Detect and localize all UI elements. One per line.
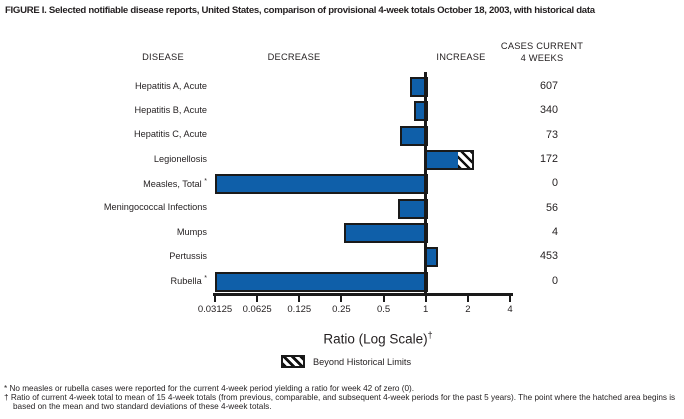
- footnote-asterisk: * No measles or rubella cases were repor…: [4, 384, 682, 394]
- footnote-text: No measles or rubella cases were reporte…: [9, 384, 415, 393]
- footnote-marker: *: [4, 384, 8, 393]
- tick-label: 1: [423, 304, 429, 315]
- disease-label: Mumps: [176, 226, 207, 237]
- tick-label: 0.0625: [242, 304, 272, 315]
- ratio-bar: [215, 174, 428, 195]
- tick-label: 0.125: [287, 304, 312, 315]
- disease-label: Legionellosis: [153, 153, 207, 164]
- ratio-bar: [215, 271, 428, 292]
- legend-label: Beyond Historical Limits: [313, 356, 412, 367]
- ratio-bar: [343, 223, 428, 244]
- tick-label: 0.03125: [197, 304, 233, 315]
- beyond-limits-hatch: [457, 152, 472, 169]
- dagger-footnote-marker: †: [427, 330, 433, 340]
- tick-label: 4: [507, 304, 513, 315]
- x-axis: [213, 293, 513, 296]
- axis-tick: [509, 296, 511, 302]
- axis-tick: [256, 296, 259, 302]
- axis-tick: [424, 296, 427, 302]
- tick-label: 2: [465, 304, 471, 315]
- cases-count: 172: [539, 153, 558, 166]
- cases-count: 4: [551, 226, 558, 239]
- disease-label: Meningococcal Infections: [103, 202, 207, 213]
- footnote-text: Ratio of current 4-week total to mean of…: [10, 392, 676, 411]
- footnote-marker: †: [4, 392, 9, 402]
- legend: Beyond Historical Limits: [281, 355, 411, 368]
- footnote-dagger: † Ratio of current 4-week total to mean …: [4, 392, 682, 412]
- footnotes: * No measles or rubella cases were repor…: [4, 384, 682, 412]
- disease-label: Hepatitis B, Acute: [134, 104, 207, 115]
- cases-count: 0: [551, 177, 558, 190]
- cases-count: 453: [539, 250, 558, 263]
- asterisk-footnote-marker: *: [204, 177, 207, 185]
- disease-label: Pertussis: [169, 250, 207, 261]
- disease-label: Hepatitis A, Acute: [134, 80, 207, 91]
- column-header-cases: CASES CURRENT 4 WEEKS: [501, 40, 583, 64]
- cases-count: 73: [545, 128, 558, 141]
- asterisk-footnote-marker: *: [204, 275, 207, 283]
- column-header-disease: DISEASE: [142, 52, 184, 62]
- axis-tick: [382, 296, 385, 302]
- cases-count: 56: [545, 201, 558, 214]
- column-header-cases-line1: CASES CURRENT: [500, 41, 584, 51]
- cases-count: 0: [551, 274, 558, 287]
- axis-tick: [214, 296, 216, 302]
- axis-tick: [298, 296, 301, 302]
- disease-label: Rubella *: [170, 275, 207, 287]
- disease-label: Hepatitis C, Acute: [133, 129, 207, 140]
- hatch-swatch-icon: [281, 355, 305, 368]
- figure-title: FIGURE I. Selected notifiable disease re…: [5, 5, 595, 16]
- tick-label: 0.5: [376, 304, 391, 315]
- column-header-increase: INCREASE: [436, 52, 486, 62]
- column-header-cases-line2: 4 WEEKS: [520, 53, 564, 63]
- axis-tick: [466, 296, 469, 302]
- tick-label: 0.25: [332, 304, 351, 315]
- baseline-ratio-1: [424, 72, 428, 296]
- column-header-decrease: DECREASE: [267, 52, 321, 62]
- x-axis-label: Ratio (Log Scale)†: [323, 330, 433, 347]
- axis-tick: [340, 296, 343, 302]
- cases-count: 607: [539, 80, 558, 92]
- disease-label: Measles, Total *: [143, 177, 207, 189]
- ratio-bar: [424, 150, 474, 171]
- cases-count: 340: [539, 104, 558, 117]
